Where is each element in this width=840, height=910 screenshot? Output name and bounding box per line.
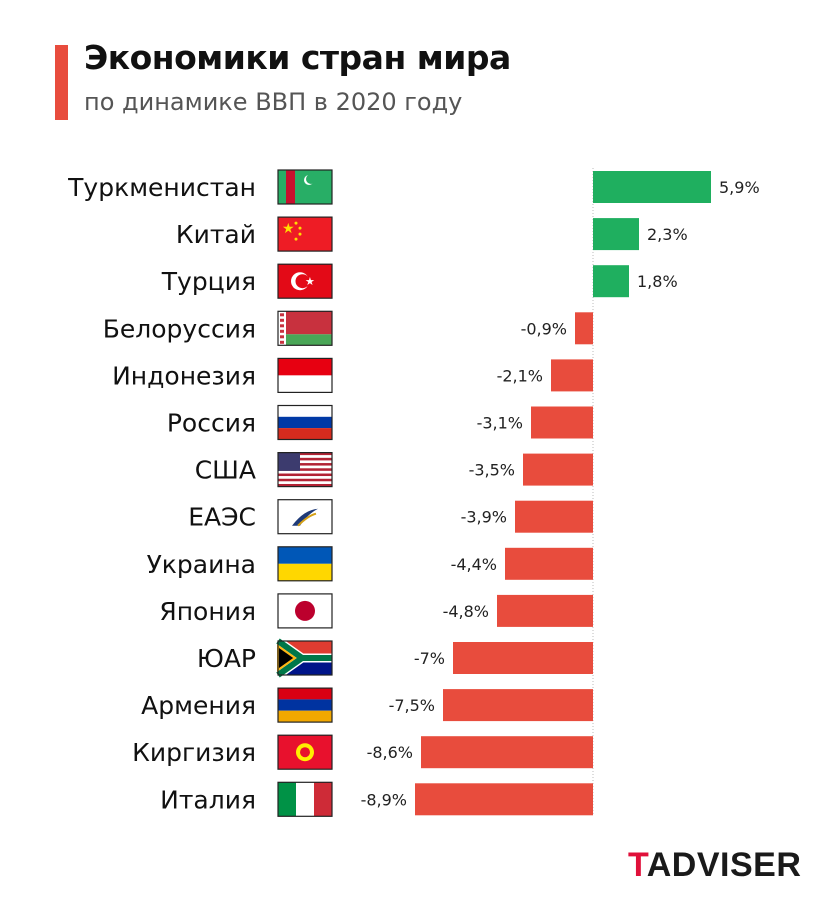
category-label: Киргизия bbox=[132, 738, 256, 767]
turkmenistan-flag-icon bbox=[277, 169, 333, 205]
category-label: США bbox=[195, 456, 256, 485]
value-label: -4,4% bbox=[451, 555, 497, 574]
bar bbox=[515, 500, 593, 533]
tadviser-logo: TADVISER bbox=[628, 846, 801, 885]
title-accent-bar bbox=[55, 45, 68, 120]
russia-flag-icon bbox=[277, 404, 333, 441]
category-label: Турция bbox=[161, 267, 256, 296]
bar bbox=[593, 265, 629, 298]
value-label: -3,1% bbox=[477, 414, 523, 433]
turkey-flag-icon: ★ bbox=[277, 263, 333, 299]
usa-flag-icon bbox=[277, 452, 333, 488]
bar bbox=[497, 594, 593, 627]
bar bbox=[551, 359, 593, 392]
value-label: 5,9% bbox=[719, 178, 760, 197]
category-label: Индонезия bbox=[112, 361, 256, 390]
italy-flag-icon bbox=[277, 781, 333, 817]
bar bbox=[531, 406, 593, 439]
svg-text:★: ★ bbox=[282, 221, 295, 237]
bar bbox=[593, 218, 639, 251]
indonesia-flag-icon bbox=[277, 357, 333, 393]
category-label: Россия bbox=[167, 409, 256, 438]
chart-title: Экономики стран мира bbox=[84, 38, 511, 77]
chart-subtitle: по динамике ВВП в 2020 году bbox=[84, 88, 463, 116]
category-label: Украина bbox=[147, 550, 256, 579]
category-label: Армения bbox=[141, 691, 256, 720]
value-label: -7% bbox=[414, 649, 445, 668]
category-label: Китай bbox=[176, 220, 256, 249]
bar bbox=[523, 453, 593, 486]
bar bbox=[593, 171, 711, 203]
armenia-flag-icon bbox=[277, 687, 333, 723]
bar bbox=[453, 642, 593, 674]
category-label: ЕАЭС bbox=[188, 503, 256, 532]
ukraine-flag-icon bbox=[277, 546, 333, 582]
category-label: ЮАР bbox=[197, 644, 256, 673]
value-label: -7,5% bbox=[389, 696, 435, 715]
bar bbox=[421, 736, 593, 769]
value-label: -4,8% bbox=[443, 602, 489, 621]
category-label: Туркменистан bbox=[67, 173, 256, 202]
category-label: Япония bbox=[159, 597, 256, 626]
bar bbox=[575, 312, 593, 345]
bar bbox=[443, 689, 593, 722]
logo-text: ADVISER bbox=[646, 846, 802, 884]
value-label: -0,9% bbox=[521, 319, 567, 338]
value-label: -8,6% bbox=[367, 743, 413, 762]
value-label: -3,9% bbox=[461, 508, 507, 527]
belarus-flag-icon bbox=[277, 310, 333, 346]
bar bbox=[505, 547, 593, 580]
category-label: Белоруссия bbox=[103, 314, 256, 343]
south-africa-flag-icon bbox=[275, 637, 333, 679]
svg-text:★: ★ bbox=[305, 275, 315, 288]
value-label: -3,5% bbox=[469, 461, 515, 480]
japan-flag-icon bbox=[277, 593, 333, 629]
value-label: 2,3% bbox=[647, 225, 688, 244]
eaeu-flag-icon bbox=[277, 499, 333, 535]
kyrgyzstan-flag-icon bbox=[277, 734, 333, 770]
china-flag-icon: ★ bbox=[277, 216, 333, 252]
value-label: -8,9% bbox=[361, 790, 407, 809]
value-label: 1,8% bbox=[637, 272, 678, 291]
value-label: -2,1% bbox=[497, 366, 543, 385]
category-label: Италия bbox=[160, 785, 256, 814]
bar bbox=[415, 783, 593, 816]
logo-letter: T bbox=[628, 846, 647, 884]
